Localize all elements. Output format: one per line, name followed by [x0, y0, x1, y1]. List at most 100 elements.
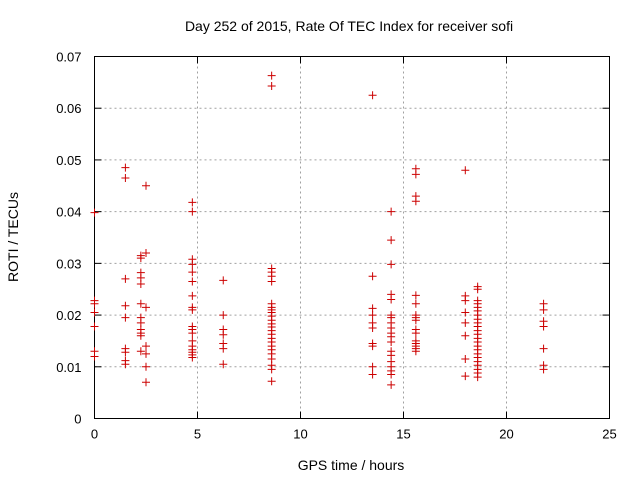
data-point-marker [188, 291, 197, 300]
y-tick-label: 0.06 [56, 101, 81, 116]
data-point-marker [188, 329, 197, 338]
data-point-marker [461, 318, 470, 327]
data-point-marker [539, 322, 548, 331]
data-point-marker [121, 313, 130, 322]
data-point-marker [142, 303, 150, 312]
data-point-marker [368, 370, 377, 379]
data-point-marker [188, 305, 197, 314]
data-point-marker [142, 342, 150, 351]
data-point-marker [368, 324, 377, 332]
data-point-marker [136, 254, 145, 263]
data-point-marker [121, 174, 130, 183]
y-tick-label: 0.04 [56, 205, 81, 220]
data-point-marker [219, 330, 228, 339]
data-point-marker [136, 318, 145, 327]
data-point-marker [142, 362, 150, 371]
data-point-marker [267, 277, 276, 286]
data-point-marker [267, 81, 276, 90]
data-point-marker [368, 311, 377, 320]
data-point-marker [136, 280, 145, 289]
data-point-marker [387, 370, 396, 379]
data-point-marker [387, 207, 396, 216]
data-point-marker [267, 377, 276, 386]
data-point-marker [188, 353, 197, 362]
data-point-marker [368, 342, 377, 351]
x-axis-title: GPS time / hours [298, 457, 405, 473]
data-point-marker [387, 380, 396, 389]
data-point-marker [188, 277, 197, 286]
data-point-marker [219, 311, 228, 320]
data-point-marker [411, 316, 420, 325]
data-point-marker [461, 308, 470, 317]
y-axis-title: ROTI / TECUs [5, 192, 21, 282]
data-point-marker [411, 347, 420, 356]
data-point-marker [368, 362, 377, 371]
data-point-marker [411, 291, 420, 300]
data-point-marker [90, 208, 99, 217]
data-point-marker [411, 170, 420, 179]
data-point-marker [90, 308, 99, 317]
x-tick-label: 20 [499, 427, 513, 442]
data-point-marker [219, 360, 228, 369]
data-point-marker [188, 260, 197, 269]
data-point-marker [387, 236, 396, 245]
data-point-marker [473, 373, 482, 382]
axis-ticks [94, 56, 610, 419]
data-point-marker [136, 299, 145, 308]
data-point-marker [90, 322, 99, 331]
data-point-marker [267, 365, 276, 374]
data-point-marker [461, 372, 470, 381]
data-point-marker [368, 304, 377, 313]
data-point-marker [411, 197, 420, 206]
data-point-marker [142, 181, 150, 190]
y-tick-label: 0.07 [56, 50, 81, 65]
y-tick-label: 0.02 [56, 308, 81, 323]
data-point-marker [387, 337, 396, 346]
data-point-marker [461, 331, 470, 340]
chart-title: Day 252 of 2015, Rate Of TEC Index for r… [185, 18, 513, 34]
data-point-marker [461, 166, 470, 175]
x-tick-label: 5 [194, 427, 201, 442]
y-tick-label: 0.01 [56, 360, 81, 375]
grid-lines [94, 56, 610, 419]
data-point-marker [539, 305, 548, 314]
data-points [90, 71, 548, 389]
data-point-marker [368, 272, 377, 281]
data-point-marker [387, 295, 396, 304]
x-tick-label: 10 [293, 427, 307, 442]
data-point-marker [539, 365, 548, 374]
data-point-marker [473, 285, 482, 294]
data-point-marker [461, 296, 470, 305]
data-point-marker [136, 331, 145, 340]
data-point-marker [219, 344, 228, 353]
data-point-marker [387, 260, 396, 269]
plot-frame [94, 56, 610, 419]
data-point-marker [188, 268, 197, 277]
data-point-marker [219, 276, 228, 285]
data-point-marker [121, 360, 130, 369]
x-axis-tick-labels: 0 5 10 15 20 25 [91, 427, 617, 442]
data-point-marker [121, 163, 130, 172]
data-point-marker [90, 352, 99, 361]
y-tick-label: 0.05 [56, 153, 81, 168]
data-point-marker [267, 71, 276, 80]
data-point-marker [368, 91, 377, 100]
data-point-marker [539, 344, 548, 353]
data-point-marker [461, 355, 470, 364]
data-point-marker [411, 299, 420, 308]
y-axis-tick-labels: 0 0.01 0.02 0.03 0.04 0.05 0.06 0.07 [56, 50, 81, 427]
data-point-marker [188, 207, 197, 216]
data-point-marker [188, 198, 197, 207]
y-tick-label: 0 [74, 412, 81, 427]
data-point-marker [121, 301, 130, 310]
data-point-marker [142, 349, 150, 358]
data-point-marker [136, 347, 145, 356]
y-tick-label: 0.03 [56, 256, 81, 271]
data-point-marker [90, 299, 99, 308]
data-point-marker [411, 329, 420, 338]
x-tick-label: 0 [91, 427, 98, 442]
data-point-marker [142, 249, 150, 258]
data-point-marker [142, 378, 150, 387]
data-point-marker [121, 274, 130, 283]
